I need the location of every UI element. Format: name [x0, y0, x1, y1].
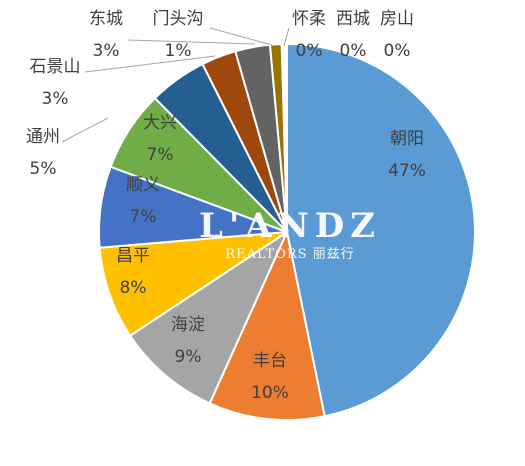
leader-line [127, 39, 256, 45]
slice-name-label: 通州 [26, 127, 60, 147]
slice-name-label: 房山 [380, 9, 414, 29]
slice-percent-label: 0% [296, 41, 323, 61]
slice-percent-label: 1% [165, 41, 192, 61]
slice-name-label: 石景山 [30, 57, 81, 77]
slice-percent-label: 0% [384, 41, 411, 61]
slice-name-label: 朝阳 [390, 129, 424, 149]
pie-slice [208, 228, 326, 421]
leader-line [84, 55, 216, 73]
slice-name-label: 西城 [336, 9, 370, 29]
slice-percent-label: 10% [251, 383, 289, 403]
pie-slice [286, 42, 476, 418]
watermark-subtitle: REALTORS 丽兹行 [225, 247, 354, 262]
pie-slice [98, 231, 288, 338]
slice-percent-label: 47% [388, 161, 426, 181]
pie-slice [284, 42, 288, 233]
watermark: L'ANDZ REALTORS 丽兹行 [199, 206, 381, 262]
slice-name-label: 海淀 [171, 315, 205, 335]
slice-percent-label: 7% [130, 207, 157, 227]
leader-lines [61, 27, 290, 143]
slice-name-label: 大兴 [143, 113, 177, 133]
leader-line [61, 117, 109, 143]
slice-percent-label: 8% [120, 278, 147, 298]
slice-percent-label: 7% [147, 145, 174, 165]
pie-slices [98, 42, 476, 421]
slice-percent-label: 3% [93, 41, 120, 61]
slice-percent-label: 9% [175, 347, 202, 367]
slice-name-label: 丰台 [253, 351, 287, 371]
slice-labels: 朝阳 47% 丰台 10% 海淀 9% 昌平 8% 顺义 7% 大兴 7% 通州 5% 石景山 3% 东城 3% 门… [26, 9, 426, 403]
slice-name-label: 怀柔 [292, 9, 326, 29]
slice-name-label: 东城 [89, 9, 123, 29]
slice-name-label: 门头沟 [153, 9, 204, 29]
watermark-logo: L'ANDZ [199, 206, 381, 246]
slice-name-label: 顺义 [126, 175, 160, 195]
leader-line [209, 27, 273, 46]
slice-percent-label: 3% [42, 89, 69, 109]
pie-slice [128, 229, 290, 405]
leader-line [283, 27, 290, 47]
slice-percent-label: 0% [340, 41, 367, 61]
slice-name-label: 昌平 [116, 246, 150, 266]
slice-percent-label: 5% [30, 159, 57, 179]
